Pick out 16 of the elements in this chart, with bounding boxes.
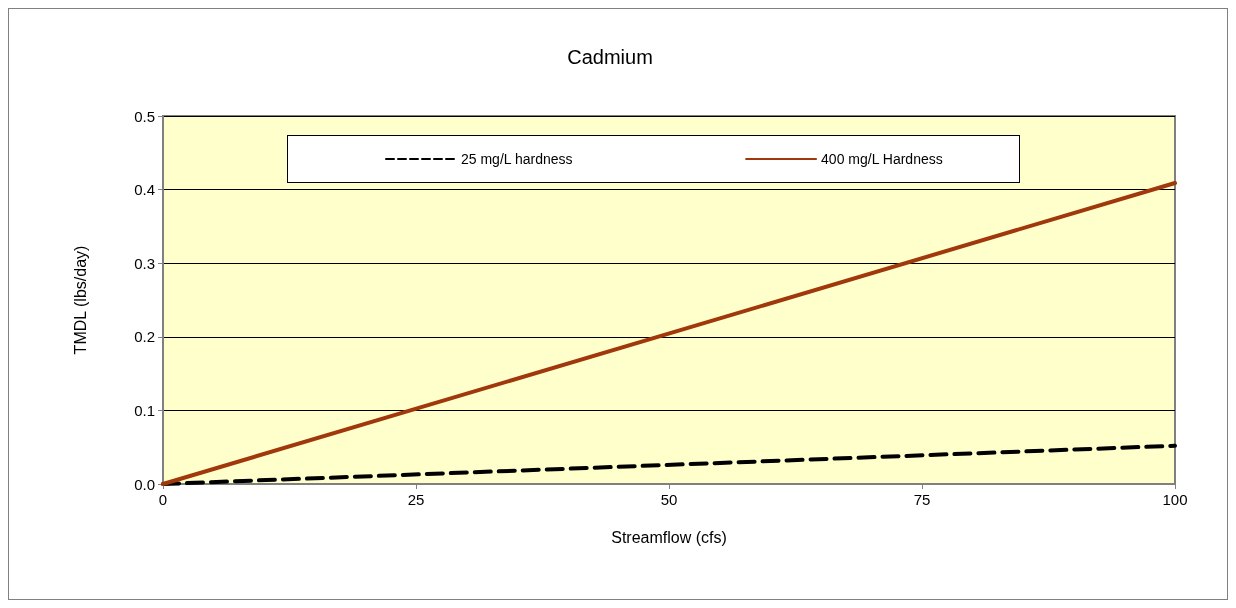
y-tick-label: 0.4 — [134, 181, 155, 199]
y-axis-title: TMDL (lbs/day) — [71, 245, 89, 355]
chart-title: Cadmium — [567, 46, 653, 68]
y-tick-label: 0.2 — [134, 328, 155, 346]
y-tick-label: 0.0 — [134, 475, 155, 493]
legend-label: 25 mg/L hardness — [461, 151, 573, 167]
y-tick-label: 0.1 — [134, 401, 155, 419]
x-axis-title: Streamflow (cfs) — [611, 528, 727, 546]
x-tick-label: 0 — [158, 491, 168, 508]
y-tick-label: 0.3 — [134, 254, 155, 272]
legend-label: 400 mg/L Hardness — [821, 151, 943, 167]
x-tick-label: 50 — [660, 491, 678, 508]
x-tick-label: 100 — [1162, 491, 1188, 508]
x-tick-label: 75 — [913, 491, 931, 508]
x-tick-label: 25 — [407, 491, 425, 508]
y-tick-label: 0.5 — [134, 107, 155, 125]
